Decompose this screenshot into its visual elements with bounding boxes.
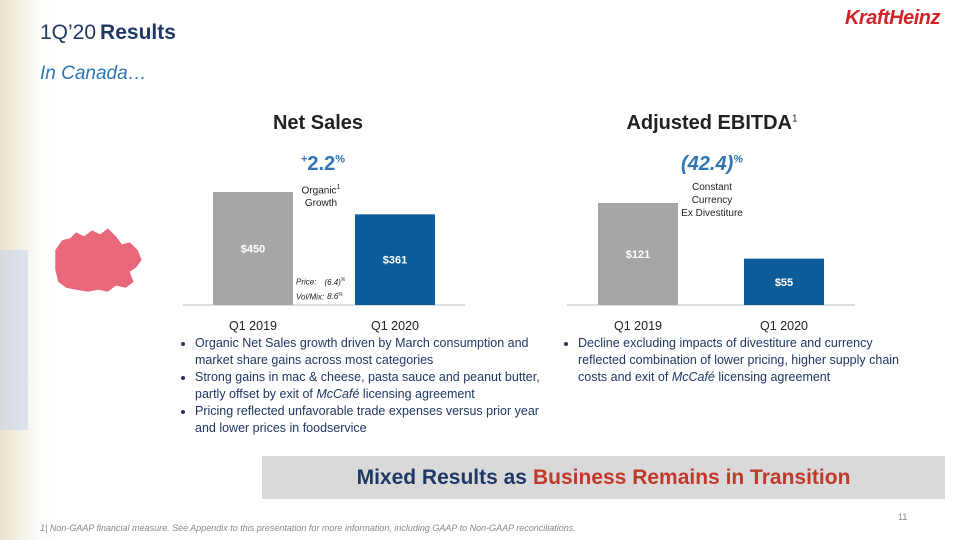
breakdown-value: 8.6	[327, 292, 339, 302]
bullet-text: McCafé	[671, 370, 715, 384]
logo-heinz: Heinz	[889, 7, 940, 29]
growth-value: 2.2	[307, 153, 336, 175]
growth-note: Constant Currency Ex Divestiture	[681, 181, 743, 220]
bullet: Pricing reflected unfavorable trade expe…	[195, 403, 555, 437]
growth: (42.4)%	[681, 153, 743, 176]
subtitle: In Canada…	[40, 63, 147, 84]
bar	[598, 203, 678, 305]
x-tick-label: Q1 2019	[614, 319, 662, 333]
value-label: $450	[241, 244, 265, 256]
breakdown-unit: %	[340, 277, 346, 283]
x-tick-label: Q1 2020	[760, 319, 808, 333]
chart-title-sup: 1	[792, 113, 798, 125]
x-tick-label: Q1 2019	[229, 319, 277, 333]
bar	[744, 258, 824, 305]
note-text: Growth	[304, 198, 338, 210]
growth-unit: %	[335, 153, 346, 166]
slide-title: 1Q’20 Results	[40, 21, 176, 45]
note-text: Currency	[691, 195, 733, 206]
note-text: Constant	[691, 182, 733, 193]
growth-note: Organic1 Growth	[302, 181, 341, 210]
background-photo	[0, 250, 28, 430]
growth-sign: +	[300, 153, 308, 166]
growth-value: (42.4)	[680, 153, 734, 175]
growth-unit: %	[733, 153, 744, 166]
bullet-text: Pricing reflected unfavorable trade expe…	[195, 404, 539, 435]
bullet-text: Organic Net Sales growth driven by March…	[195, 336, 529, 367]
breakdown: Price: (6.4)% Vol/Mix: 8.6%	[296, 274, 345, 303]
bullet: Strong gains in mac & cheese, pasta sauc…	[195, 369, 555, 403]
x-tick-label: Q1 2020	[371, 319, 419, 333]
bullet-text: Decline excluding impacts of divestiture…	[578, 336, 900, 384]
bullet-text: Strong gains in mac & cheese, pasta sauc…	[195, 370, 540, 401]
chart-title-text: Net Sales	[272, 112, 364, 134]
bullet-text: McCafé	[316, 387, 360, 401]
logo-kraft: Kraft	[844, 7, 890, 29]
bar	[355, 214, 435, 305]
note-text: Ex Divestiture	[681, 208, 743, 219]
footnote: 1| Non-GAAP financial measure. See Appen…	[40, 523, 576, 533]
breakdown-label: Price:	[296, 277, 317, 287]
logo: KraftHeinz	[844, 7, 941, 30]
chart-title: Net Sales	[273, 112, 363, 135]
banner-highlight: Business Remains in Transition	[532, 465, 851, 489]
breakdown-unit: %	[338, 291, 343, 298]
note-sup: 1	[336, 184, 341, 191]
value-label: $121	[626, 249, 650, 261]
chart-title: Adjusted EBITDA1	[626, 112, 797, 135]
chart-title-text: Adjusted EBITDA	[626, 112, 792, 134]
value-label: $55	[775, 277, 793, 289]
page-number: 11	[898, 512, 908, 522]
banner: Mixed Results as Business Remains in Tran…	[262, 456, 945, 499]
banner-text: Mixed Results as	[356, 465, 527, 489]
bullet: Decline excluding impacts of divestiture…	[578, 335, 908, 386]
canada-map	[54, 227, 143, 293]
bullet-list: Organic Net Sales growth driven by March…	[175, 335, 555, 437]
bullet-list: Decline excluding impacts of divestiture…	[558, 335, 908, 386]
bullet-text: licensing agreement	[714, 370, 831, 384]
growth: +2.2%	[301, 153, 345, 176]
bullet: Organic Net Sales growth driven by March…	[195, 335, 555, 369]
title-bold: Results	[100, 21, 176, 44]
title-light: 1Q’20	[40, 21, 97, 44]
bullet-text: licensing agreement	[359, 387, 475, 401]
breakdown-value: (6.4)	[324, 277, 341, 287]
bar	[213, 192, 293, 305]
footnote-number: 1	[40, 523, 46, 533]
value-label: $361	[383, 255, 407, 267]
note-text: Organic	[301, 185, 337, 197]
breakdown-label: Vol/Mix:	[296, 292, 325, 302]
footnote-text: | Non-GAAP financial measure. See Append…	[45, 523, 576, 533]
